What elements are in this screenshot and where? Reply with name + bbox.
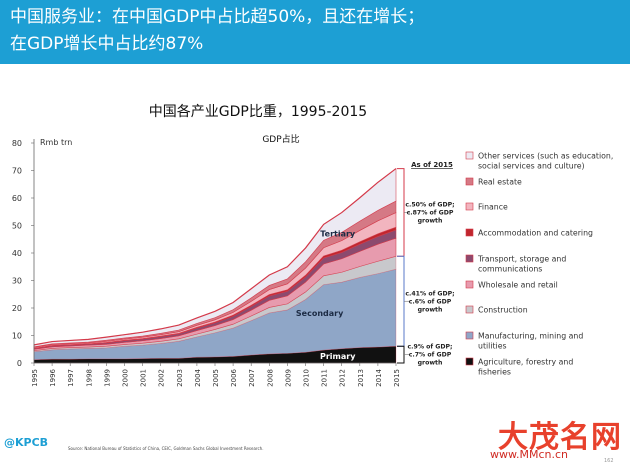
headline-line-2: 在GDP增长中占比约87% [10,34,204,54]
x-tick-label-16: 2011 [321,369,329,387]
x-tick-label-14: 2009 [284,369,292,387]
chart-subtitle: GDP占比 [262,133,299,145]
watermark-url: www.MMcn.cn [490,448,568,461]
legend-swatch-3 [465,228,474,237]
x-tick-label-13: 2008 [266,369,274,387]
x-tick-label-17: 2012 [339,369,347,387]
y-tick-label-1: 10 [12,332,22,341]
legend-label-5: Wholesale and retail [478,281,558,290]
legend-swatch-4 [465,254,474,263]
legend-label-3: Accommodation and catering [478,229,593,238]
legend-swatch-2 [465,202,474,211]
legend-label-8: Agriculture, forestry and fisheries [478,358,573,377]
legend-label-6: Construction [478,306,528,315]
bracket-tertiary [397,168,405,257]
x-tick-label-18: 2013 [357,369,365,387]
x-tick-label-8: 2003 [176,369,184,387]
y-tick-label-4: 40 [12,249,22,258]
area-label-secondary: Secondary [296,309,344,318]
y-tick-label-5: 50 [12,222,22,231]
x-tick-label-20: 2015 [393,369,401,387]
y-axis-label: Rmb trn [40,138,72,147]
bracket-note-secondary: c.41% of GDP; c.6% of GDP growth [405,290,454,313]
legend-swatch-1 [465,177,474,186]
legend-swatch-5 [465,280,474,289]
legend-swatch-7 [465,331,474,340]
legend-label-7: Manufacturing, mining and utilities [478,332,583,351]
legend-label-0: Other services (such as education, social… [478,152,613,171]
x-tick-label-3: 1998 [85,369,93,387]
x-tick-label-11: 2006 [230,368,238,386]
watermark-logo-text: 大茂名网 [498,420,622,455]
x-tick-label-0: 1995 [31,369,39,387]
x-tick-label-15: 2010 [303,369,311,387]
y-tick-label-2: 20 [12,304,22,313]
y-tick-label-3: 30 [12,277,22,286]
y-tick-label-0: 0 [17,359,22,368]
axes-layer: 0 10 20 30 40 50 60 70 80 1995 1996 1997 1998 1999 200… [12,139,401,387]
x-tick-label-9: 2004 [194,368,202,386]
x-tick-label-4: 1999 [103,369,111,387]
total-outline [33,168,397,346]
x-tick-label-5: 2000 [122,369,130,387]
y-tick-label-6: 60 [12,194,22,203]
area-label-primary: Primary [320,352,356,361]
legend-label-1: Real estate [478,178,522,187]
x-tick-label-2: 1997 [67,369,75,387]
legend-header: As of 2015 [411,161,453,169]
x-tick-label-1: 1996 [49,368,57,386]
area-series-layer [33,167,397,364]
gdp-area-chart: 中国各产业GDP比重，1995-2015 GDP占比 Rmb trn 0 10 20… [12,104,614,387]
area-label-tertiary: Tertiary [320,229,356,238]
headline-line-1: 中国服务业：在中国GDP中占比超50%，且还在增长； [10,7,425,27]
x-tick-label-12: 2007 [248,369,256,387]
bracket-primary [397,345,405,364]
legend-label-2: Finance [478,203,508,212]
legend-label-4: Transport, storage and communications [477,255,566,274]
page-number: 162 [604,458,614,464]
y-tick-label-7: 70 [12,167,22,176]
legend: As of 2015 Other services (such as educat… [411,152,613,377]
x-tick-label-19: 2014 [375,368,383,386]
chart-title: 中国各产业GDP比重，1995-2015 [149,104,367,120]
source-note: Source: National Bureau of Statistics of… [68,446,264,451]
bracket-note-primary: c.9% of GDP; c.7% of GDP growth [408,344,453,367]
kpcb-logo: @KPCB [4,436,49,449]
x-tick-label-10: 2005 [212,369,220,387]
annotation-layer: Tertiary c.50% of GDP; c.87% of GDP growth S… [296,168,455,367]
y-tick-label-8: 80 [12,139,22,148]
bracket-secondary [397,255,405,347]
legend-swatch-8 [465,357,474,366]
x-tick-label-6: 2001 [140,369,148,387]
title-banner [0,0,630,64]
bracket-note-tertiary: c.50% of GDP; c.87% of GDP growth [405,201,454,224]
x-tick-label-7: 2002 [158,369,166,387]
legend-swatch-6 [465,305,474,314]
legend-swatch-0 [465,151,474,160]
